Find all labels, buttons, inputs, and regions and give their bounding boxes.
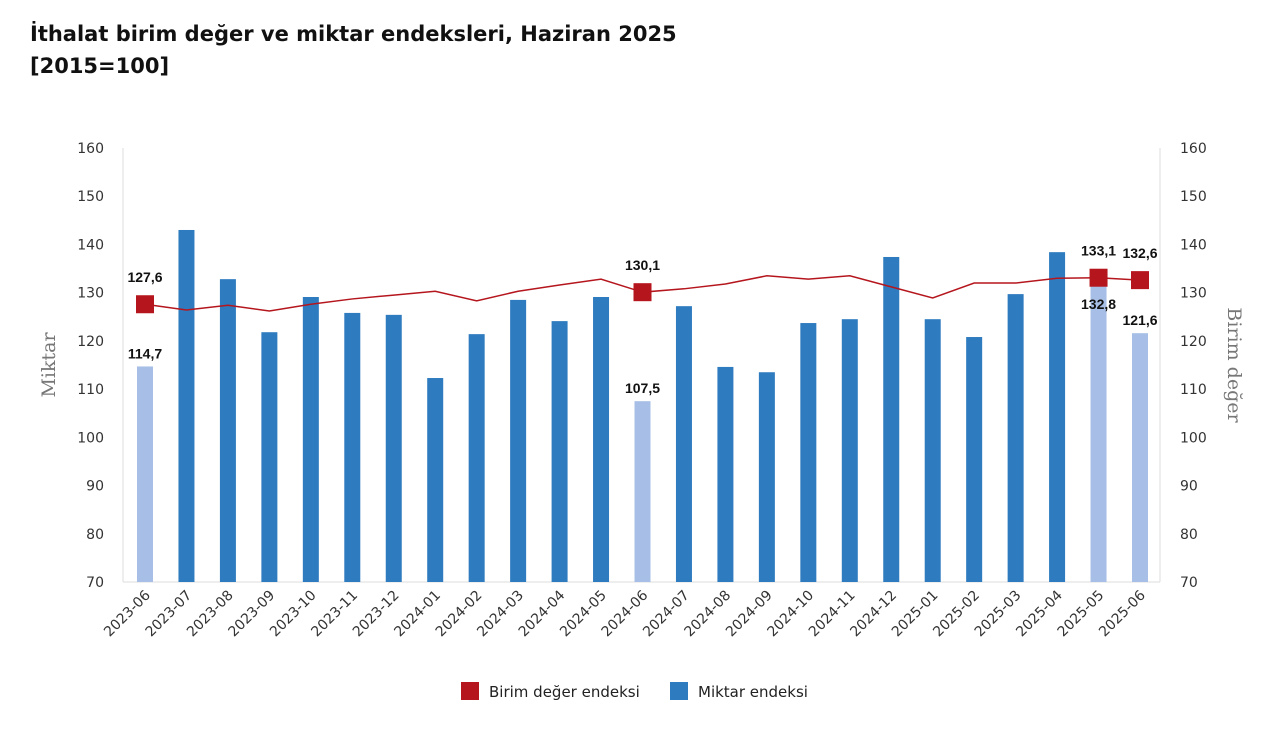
bar-miktar-2023-08 [219, 279, 236, 582]
y-tick-left: 160 [77, 141, 104, 157]
data-label-birim-deger: 133,1 [1081, 243, 1116, 259]
bar-miktar-2024-10 [800, 323, 817, 582]
y-tick-left: 150 [77, 189, 104, 205]
chart-title-text: İthalat birim değer ve miktar endeksleri… [30, 22, 677, 46]
y-tick-right: 90 [1180, 479, 1198, 495]
y-tick-right: 150 [1180, 189, 1207, 205]
y-tick-right: 70 [1180, 575, 1198, 591]
y-tick-right: 130 [1180, 286, 1207, 302]
data-label-birim-deger: 127,6 [127, 269, 162, 285]
bar-miktar-2023-11 [344, 312, 361, 582]
bar-miktar-2024-04 [551, 321, 568, 582]
bar-miktar-2024-07 [675, 306, 692, 582]
bar-miktar-2023-10 [302, 297, 319, 582]
bar-miktar-2024-01 [427, 378, 444, 582]
bar-miktar-2024-02 [468, 334, 485, 582]
legend-label-birim-deger: Birim değer endeksi [489, 683, 640, 701]
bar-miktar-2024-11 [841, 319, 858, 582]
y-tick-right: 100 [1180, 430, 1207, 446]
data-label-birim-deger: 130,1 [625, 257, 660, 273]
bar-miktar-2024-03 [510, 299, 527, 582]
bar-miktar-2023-07 [178, 229, 195, 582]
y-tick-left: 90 [86, 479, 104, 495]
bar-miktar-2024-08 [717, 366, 734, 582]
y-tick-right: 120 [1180, 334, 1207, 350]
y-tick-right: 160 [1180, 141, 1207, 157]
marker-birim-deger-2025-05 [1089, 268, 1108, 287]
bar-miktar-2025-06 [1132, 333, 1148, 582]
y-tick-left: 120 [77, 334, 104, 350]
data-label-miktar: 107,5 [625, 380, 660, 396]
marker-birim-deger-2023-06 [136, 295, 154, 314]
y-tick-left: 70 [86, 575, 104, 591]
x-tick-label: 2025-06 [1096, 587, 1149, 640]
bar-miktar-2024-06 [634, 401, 651, 582]
bar-miktar-2025-03 [1007, 294, 1024, 582]
chart-title: İthalat birim değer ve miktar endeksleri… [30, 18, 677, 82]
data-label-birim-deger: 132,6 [1122, 245, 1157, 261]
legend-label-miktar: Miktar endeksi [698, 683, 808, 701]
bar-miktar-2023-12 [385, 314, 402, 582]
bar-miktar-2024-05 [593, 297, 610, 582]
marker-birim-deger-2025-06 [1131, 271, 1149, 290]
data-label-miktar: 132,8 [1081, 296, 1116, 312]
bar-miktar-2025-04 [1049, 252, 1066, 582]
data-label-miktar: 114,7 [128, 345, 162, 361]
data-label-miktar: 121,6 [1122, 312, 1157, 328]
bar-miktar-2025-02 [966, 337, 983, 582]
y-axis-label-left: Miktar [38, 332, 60, 398]
bar-miktar-2025-01 [924, 319, 941, 582]
y-tick-left: 130 [77, 286, 104, 302]
y-tick-left: 100 [77, 430, 104, 446]
chart-subtitle: [2015=100] [30, 54, 170, 78]
y-tick-left: 80 [86, 527, 104, 543]
legend-swatch-birim-deger [461, 682, 479, 700]
bar-miktar-2025-05 [1090, 279, 1107, 582]
bar-miktar-2023-06 [137, 366, 153, 582]
y-tick-right: 110 [1180, 382, 1207, 398]
legend-swatch-miktar [670, 682, 688, 700]
y-tick-left: 110 [77, 382, 104, 398]
bar-miktar-2024-09 [758, 372, 775, 582]
marker-birim-deger-2024-06 [633, 283, 652, 302]
y-axis-label-right: Birim değer [1223, 307, 1245, 423]
y-tick-right: 80 [1180, 527, 1198, 543]
bar-miktar-2023-09 [261, 332, 278, 582]
y-tick-right: 140 [1180, 237, 1207, 253]
y-tick-left: 140 [77, 237, 104, 253]
bar-miktar-2024-12 [883, 256, 900, 582]
